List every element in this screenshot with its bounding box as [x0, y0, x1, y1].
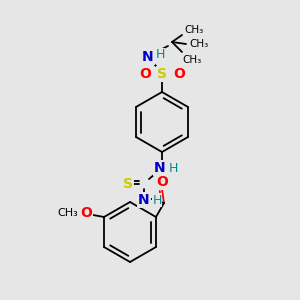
- Text: N: N: [142, 50, 154, 64]
- Text: H: H: [152, 194, 162, 206]
- Text: CH₃: CH₃: [189, 39, 208, 49]
- Text: N: N: [138, 193, 150, 207]
- Text: N: N: [154, 161, 166, 175]
- Text: O: O: [173, 67, 185, 81]
- Text: CH₃: CH₃: [58, 208, 78, 218]
- Text: CH₃: CH₃: [184, 25, 204, 35]
- Text: H: H: [155, 49, 165, 62]
- Text: CH₃: CH₃: [182, 55, 202, 65]
- Text: S: S: [157, 67, 167, 81]
- Text: O: O: [156, 175, 168, 189]
- Text: O: O: [80, 206, 92, 220]
- Text: H: H: [168, 161, 178, 175]
- Text: S: S: [123, 177, 133, 191]
- Text: O: O: [139, 67, 151, 81]
